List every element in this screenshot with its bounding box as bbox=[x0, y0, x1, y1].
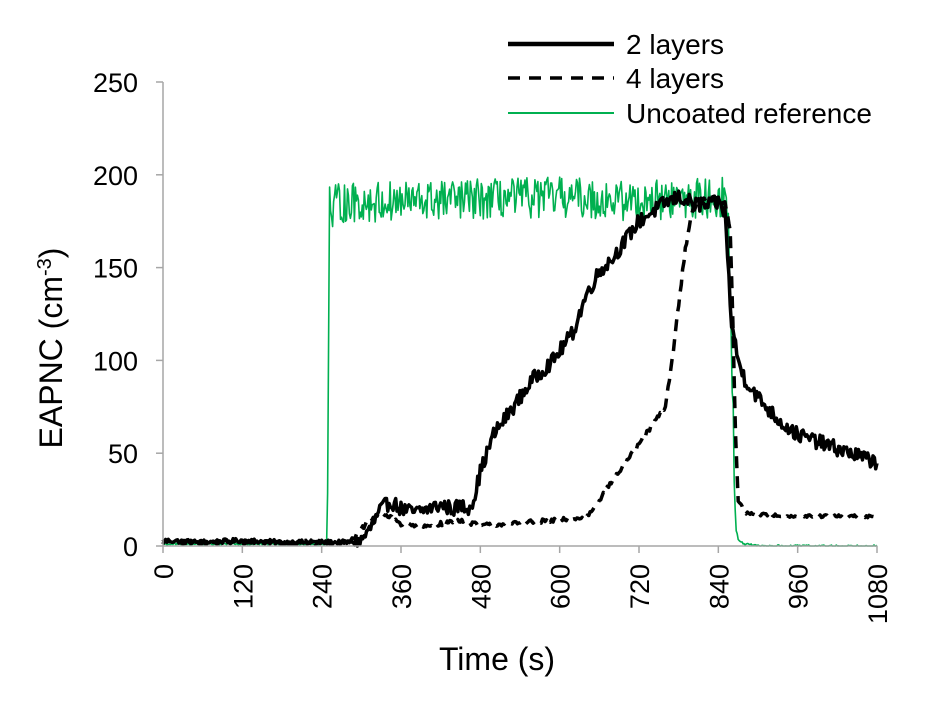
x-tick-label: 240 bbox=[308, 564, 338, 609]
x-tick-label: 600 bbox=[546, 564, 576, 609]
y-tick-label: 150 bbox=[93, 254, 138, 284]
series-layer bbox=[161, 176, 879, 548]
y-tick-label: 100 bbox=[93, 346, 138, 376]
series-line-uncoated-reference bbox=[162, 176, 878, 547]
y-tick-label: 200 bbox=[93, 161, 138, 191]
x-tick-label: 120 bbox=[228, 564, 258, 609]
legend-label-4-layers: 4 layers bbox=[626, 63, 724, 94]
legend-label-uncoated-reference: Uncoated reference bbox=[626, 98, 872, 129]
x-tick-label: 960 bbox=[784, 564, 814, 609]
legend: 2 layers 4 layers Uncoated reference bbox=[508, 29, 872, 129]
y-axis-title: EAPNC (cm-3) bbox=[33, 248, 69, 449]
series-line-2-layers bbox=[161, 189, 879, 548]
axes-layer bbox=[162, 82, 877, 547]
x-tick-label: 840 bbox=[704, 564, 734, 609]
series-line-4-layers bbox=[161, 194, 879, 547]
y-tick-label: 50 bbox=[108, 439, 138, 469]
x-tick-label: 360 bbox=[387, 564, 417, 609]
x-tick-label: 1080 bbox=[863, 564, 893, 624]
ticks-layer: 0 50 100 150 200 250 0 120 240 360 480 600 720 840 960… bbox=[93, 68, 893, 624]
y-tick-label: 250 bbox=[93, 68, 138, 98]
y-tick-label: 0 bbox=[123, 532, 138, 562]
x-tick-label: 480 bbox=[466, 564, 496, 609]
legend-label-2-layers: 2 layers bbox=[626, 29, 724, 60]
x-axis-title: Time (s) bbox=[439, 641, 555, 677]
x-tick-label: 0 bbox=[149, 564, 179, 579]
x-tick-label: 720 bbox=[625, 564, 655, 609]
